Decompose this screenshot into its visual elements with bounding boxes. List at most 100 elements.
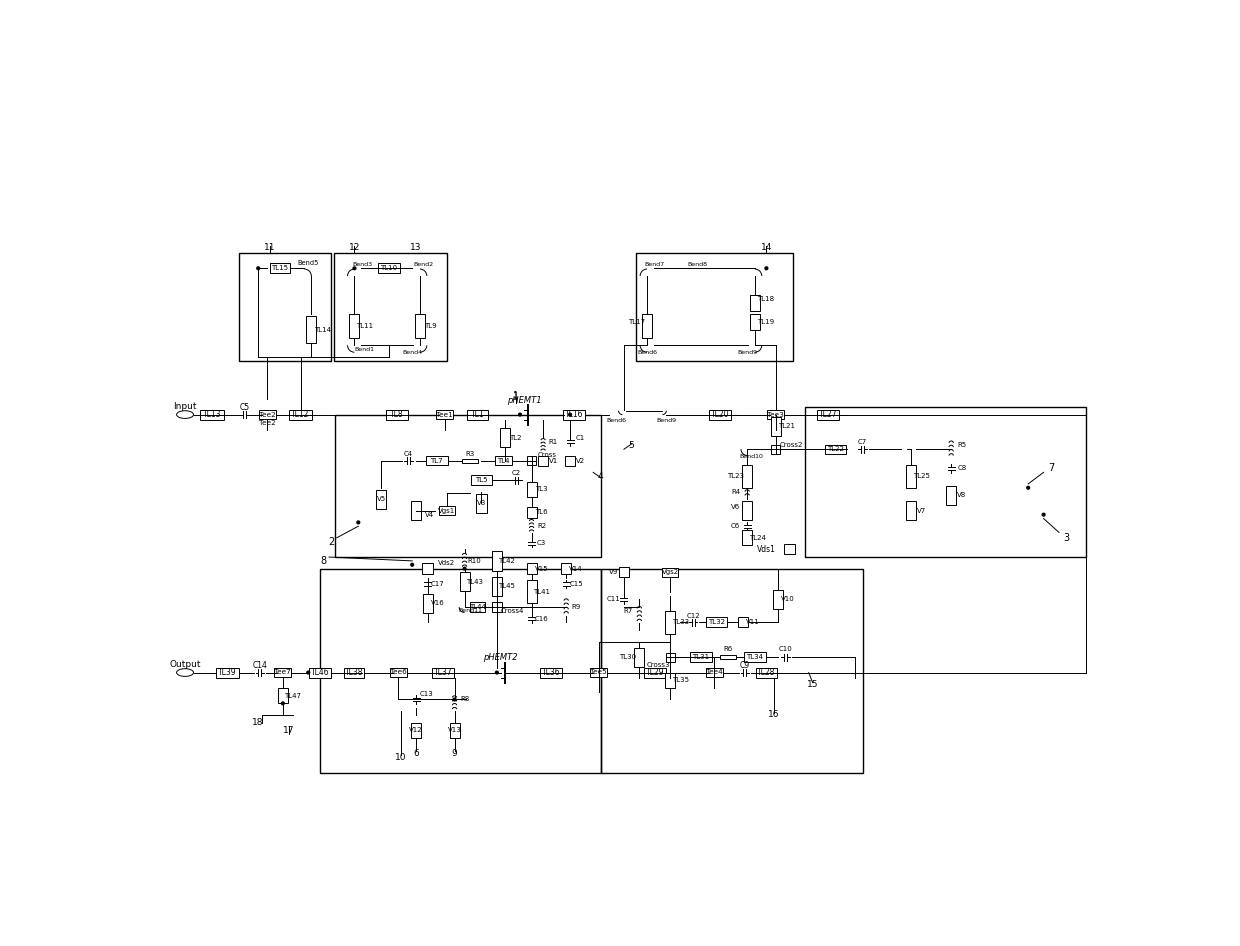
Text: C16: C16: [534, 616, 548, 622]
FancyBboxPatch shape: [817, 410, 838, 420]
Text: C15: C15: [569, 581, 583, 587]
Text: TL9: TL9: [424, 323, 436, 329]
Text: R4: R4: [732, 488, 740, 495]
Text: Cross2: Cross2: [780, 443, 802, 448]
FancyBboxPatch shape: [492, 603, 501, 612]
Circle shape: [518, 413, 521, 416]
Text: V11: V11: [746, 620, 760, 625]
Text: TL14: TL14: [314, 327, 331, 333]
FancyBboxPatch shape: [662, 568, 678, 577]
Text: TL33: TL33: [672, 620, 688, 625]
Text: TL24: TL24: [749, 534, 765, 541]
Text: 9: 9: [451, 749, 458, 758]
Text: R9: R9: [572, 604, 580, 610]
Text: C4: C4: [404, 451, 413, 457]
Text: 12: 12: [348, 243, 360, 252]
Text: C14: C14: [252, 661, 267, 670]
FancyBboxPatch shape: [470, 603, 485, 612]
Text: V7: V7: [918, 508, 926, 514]
Text: 15: 15: [807, 679, 818, 689]
Text: Vgs1: Vgs1: [438, 508, 455, 514]
Text: V15: V15: [534, 566, 548, 571]
Text: TL13: TL13: [203, 410, 221, 419]
FancyBboxPatch shape: [500, 428, 510, 447]
Text: 6: 6: [413, 749, 419, 758]
Text: 3: 3: [1064, 533, 1070, 543]
Text: 11: 11: [264, 243, 275, 252]
Text: 14: 14: [760, 243, 773, 252]
FancyBboxPatch shape: [666, 653, 675, 662]
FancyBboxPatch shape: [642, 314, 652, 338]
Ellipse shape: [176, 411, 193, 418]
Text: C10: C10: [779, 646, 792, 653]
FancyBboxPatch shape: [738, 618, 748, 627]
FancyBboxPatch shape: [377, 490, 387, 509]
Text: Bend4: Bend4: [402, 350, 423, 356]
Circle shape: [353, 267, 356, 270]
FancyBboxPatch shape: [527, 482, 537, 497]
Circle shape: [410, 564, 414, 566]
FancyBboxPatch shape: [216, 668, 239, 677]
Text: V2: V2: [575, 458, 584, 464]
Text: Cross: Cross: [537, 452, 557, 459]
FancyBboxPatch shape: [743, 530, 753, 546]
Text: R3: R3: [465, 451, 475, 457]
FancyBboxPatch shape: [768, 410, 784, 419]
FancyBboxPatch shape: [743, 501, 753, 520]
Text: TL12: TL12: [291, 410, 310, 419]
FancyBboxPatch shape: [709, 410, 732, 420]
FancyBboxPatch shape: [773, 589, 782, 609]
Text: TL38: TL38: [345, 668, 363, 677]
FancyBboxPatch shape: [527, 563, 537, 574]
Text: TL11: TL11: [356, 323, 373, 329]
Text: Output: Output: [170, 659, 201, 669]
Text: TL45: TL45: [498, 584, 516, 589]
FancyBboxPatch shape: [386, 410, 408, 420]
FancyBboxPatch shape: [492, 577, 502, 596]
Text: pHEMT2: pHEMT2: [484, 653, 518, 661]
Text: TL1: TL1: [471, 410, 485, 419]
FancyBboxPatch shape: [433, 668, 454, 677]
FancyBboxPatch shape: [289, 410, 312, 420]
FancyBboxPatch shape: [460, 572, 470, 591]
Text: V13: V13: [448, 727, 461, 733]
Text: Tee2: Tee2: [259, 420, 275, 426]
FancyBboxPatch shape: [422, 563, 433, 574]
Text: Tee2: Tee2: [259, 412, 275, 417]
Text: Bend6: Bend6: [606, 418, 626, 423]
FancyBboxPatch shape: [410, 723, 422, 738]
FancyBboxPatch shape: [492, 552, 502, 570]
FancyBboxPatch shape: [619, 568, 629, 577]
Text: TL32: TL32: [708, 620, 725, 625]
FancyBboxPatch shape: [743, 464, 753, 488]
Text: Vds1: Vds1: [756, 545, 776, 553]
Text: Bend3: Bend3: [352, 262, 372, 267]
Circle shape: [496, 671, 498, 674]
Text: TL29: TL29: [646, 668, 663, 677]
Text: V6: V6: [730, 504, 740, 510]
Circle shape: [464, 568, 466, 570]
FancyBboxPatch shape: [750, 314, 760, 330]
Text: 1: 1: [513, 392, 520, 400]
Text: 17: 17: [283, 726, 295, 735]
Text: TL18: TL18: [758, 296, 774, 302]
Text: 8: 8: [321, 556, 326, 566]
FancyBboxPatch shape: [309, 668, 331, 677]
Text: TL5: TL5: [475, 477, 487, 483]
Text: TL30: TL30: [619, 654, 636, 660]
Text: C17: C17: [430, 581, 444, 587]
Text: TL44: TL44: [469, 604, 486, 610]
FancyBboxPatch shape: [770, 416, 781, 436]
Text: 7: 7: [1048, 464, 1054, 474]
FancyBboxPatch shape: [563, 410, 585, 420]
Text: Cross3: Cross3: [647, 662, 671, 668]
Text: pHEMT1: pHEMT1: [506, 396, 541, 405]
Text: R7: R7: [624, 608, 632, 614]
Text: TL43: TL43: [466, 579, 484, 585]
Text: TL4: TL4: [497, 458, 510, 464]
FancyBboxPatch shape: [378, 263, 399, 273]
Text: V9: V9: [609, 569, 619, 575]
FancyBboxPatch shape: [415, 314, 425, 338]
Text: C2: C2: [512, 470, 521, 476]
FancyBboxPatch shape: [345, 668, 365, 677]
